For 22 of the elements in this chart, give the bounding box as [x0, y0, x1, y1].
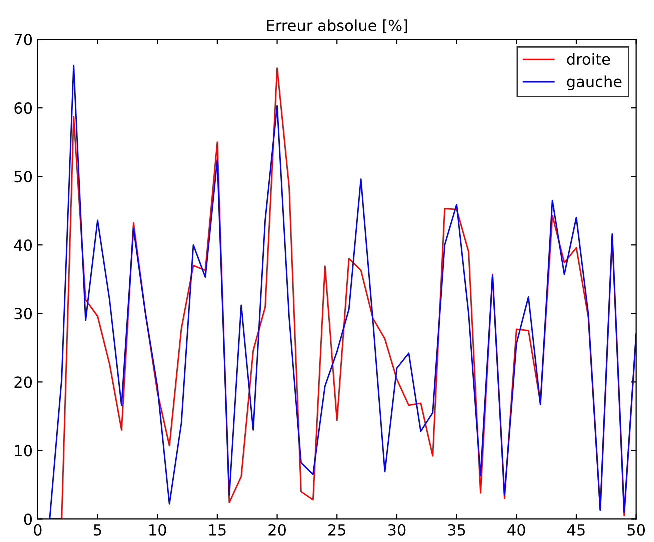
y-tick-label: 20 — [14, 376, 32, 388]
chart-title: Erreur absolue [%] — [267, 20, 408, 34]
x-tick-label: 50 — [628, 524, 646, 536]
y-tick-label: 70 — [14, 34, 32, 46]
y-tick-label: 60 — [14, 102, 32, 114]
x-tick-label: 15 — [209, 524, 226, 536]
x-tick-label: 5 — [94, 524, 102, 536]
x-tick-label: 30 — [388, 524, 406, 536]
x-tick-label: 0 — [34, 524, 42, 536]
y-tick-label: 40 — [14, 240, 32, 252]
y-tick-label: 10 — [15, 445, 32, 457]
y-tick-label: 50 — [14, 171, 32, 183]
legend-label: droite — [567, 53, 610, 66]
x-tick-label: 40 — [508, 524, 526, 536]
x-tick-label: 25 — [328, 524, 346, 536]
x-tick-label: 35 — [448, 524, 466, 536]
x-tick-label: 10 — [150, 524, 166, 536]
x-tick-label: 20 — [268, 524, 286, 536]
x-tick-label: 45 — [568, 524, 585, 536]
y-tick-label: 30 — [14, 308, 32, 320]
y-tick-label: 0 — [24, 514, 32, 526]
legend-label: gauche — [567, 76, 622, 91]
